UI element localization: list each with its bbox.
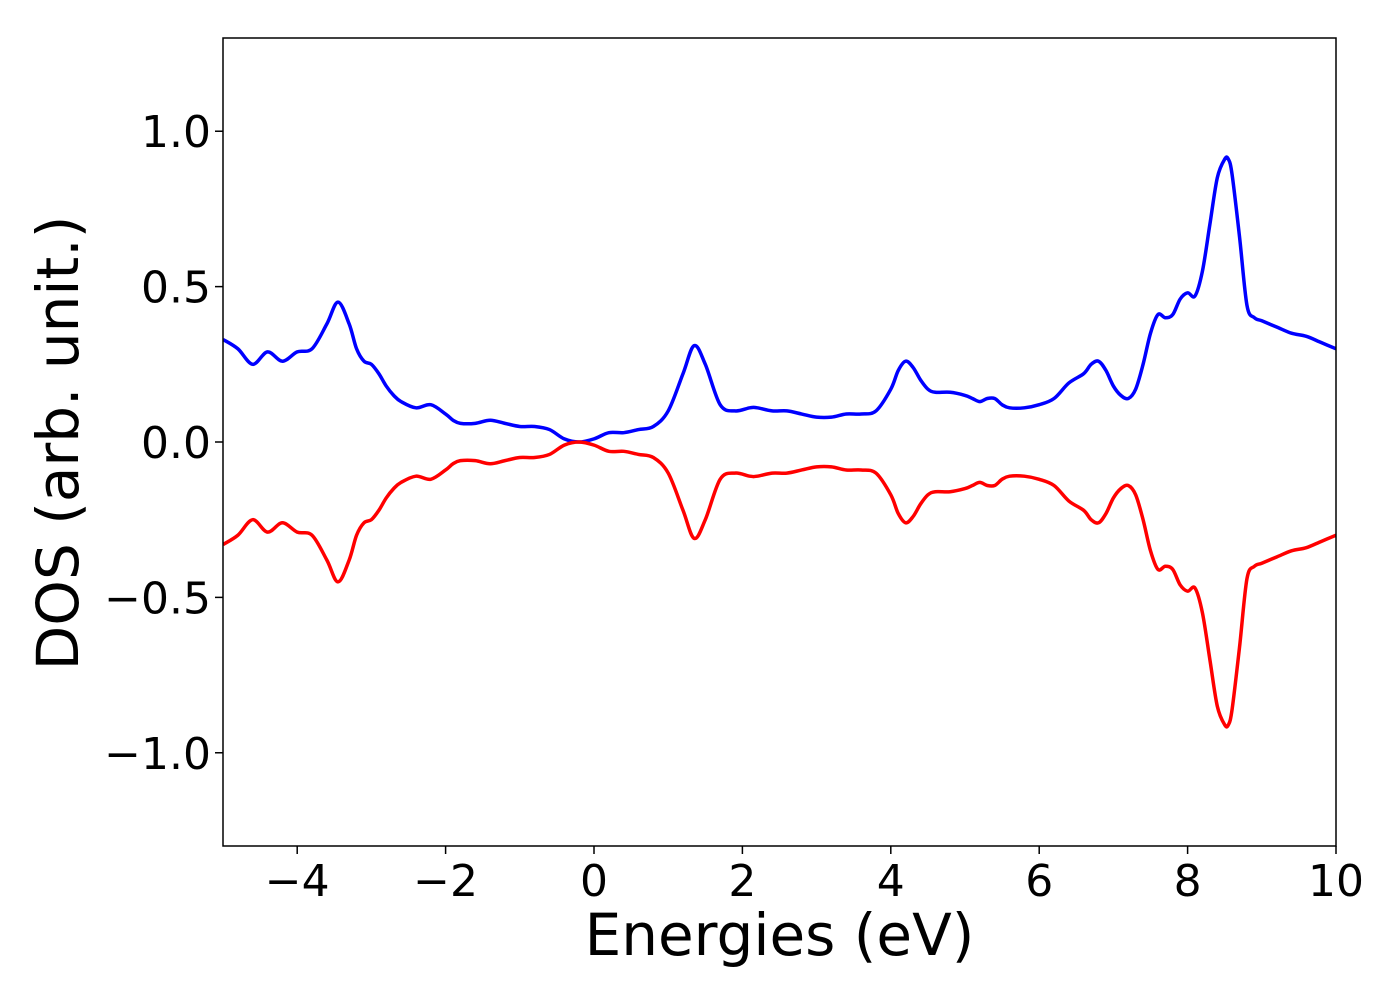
x-tick-label: 10 <box>1308 856 1364 907</box>
series-layer <box>223 155 1336 729</box>
x-tick-label: 8 <box>1174 856 1202 907</box>
x-tick-label: 2 <box>728 856 756 907</box>
x-tick-label: −2 <box>413 856 478 907</box>
series-line-red <box>223 440 1336 729</box>
y-tick-label: 0.0 <box>141 418 211 469</box>
x-axis-label: Energies (eV) <box>585 901 975 969</box>
x-tick-label: 0 <box>580 856 608 907</box>
y-axis-label: DOS (arb. unit.) <box>24 216 92 671</box>
x-tick-label: 4 <box>877 856 905 907</box>
y-tick-label: 1.0 <box>141 107 211 158</box>
y-tick-label: −1.0 <box>104 729 211 780</box>
y-tick-label: 0.5 <box>141 263 211 314</box>
series-line-blue <box>223 155 1336 444</box>
y-axis-ticks: −1.0 −0.5 0.0 0.5 1.0 <box>104 107 223 780</box>
x-tick-label: 6 <box>1025 856 1053 907</box>
x-tick-label: −4 <box>265 856 330 907</box>
x-axis-ticks: −4 −2 0 2 4 6 8 10 <box>265 846 1364 907</box>
plot-frame <box>222 37 1337 847</box>
y-tick-label: −0.5 <box>104 573 211 624</box>
